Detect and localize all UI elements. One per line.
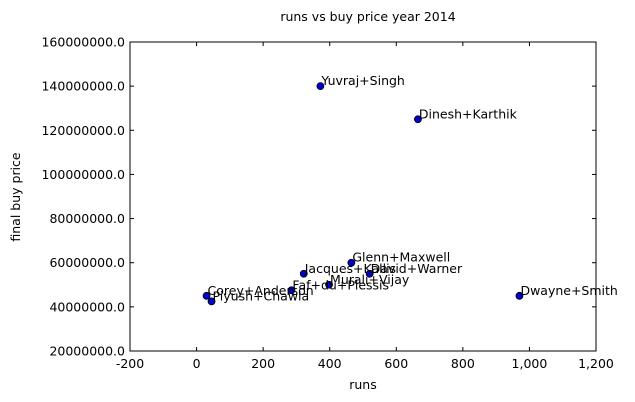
x-tick-label: 800	[451, 356, 475, 371]
point-label: Yuvraj+Singh	[320, 73, 404, 88]
x-tick-label: 600	[384, 356, 408, 371]
chart-title: runs vs buy price year 2014	[280, 9, 455, 24]
x-axis-label: runs	[349, 377, 377, 392]
y-tick-label: 160000000.0	[41, 35, 125, 50]
y-tick-label: 100000000.0	[41, 167, 125, 182]
x-tick-label: 0	[193, 356, 201, 371]
y-tick-label: 80000000.0	[49, 211, 125, 226]
x-tick-label: 1,000	[512, 356, 548, 371]
x-tick-label: 1,200	[578, 356, 614, 371]
y-tick-label: 120000000.0	[41, 123, 125, 138]
point-label: Dinesh+Karthik	[419, 106, 518, 121]
y-tick-label: 140000000.0	[41, 79, 125, 94]
y-tick-label: 40000000.0	[49, 299, 125, 314]
point-label: Dwayne+Smith	[520, 283, 617, 298]
y-tick-label: 20000000.0	[49, 344, 125, 359]
x-tick-label: 400	[318, 356, 342, 371]
y-axis-label: final buy price	[8, 152, 23, 242]
x-tick-label: 200	[251, 356, 275, 371]
point-label: Piyush+Chawla	[213, 288, 310, 303]
y-tick-label: 60000000.0	[49, 255, 125, 270]
plot-area	[130, 42, 596, 351]
